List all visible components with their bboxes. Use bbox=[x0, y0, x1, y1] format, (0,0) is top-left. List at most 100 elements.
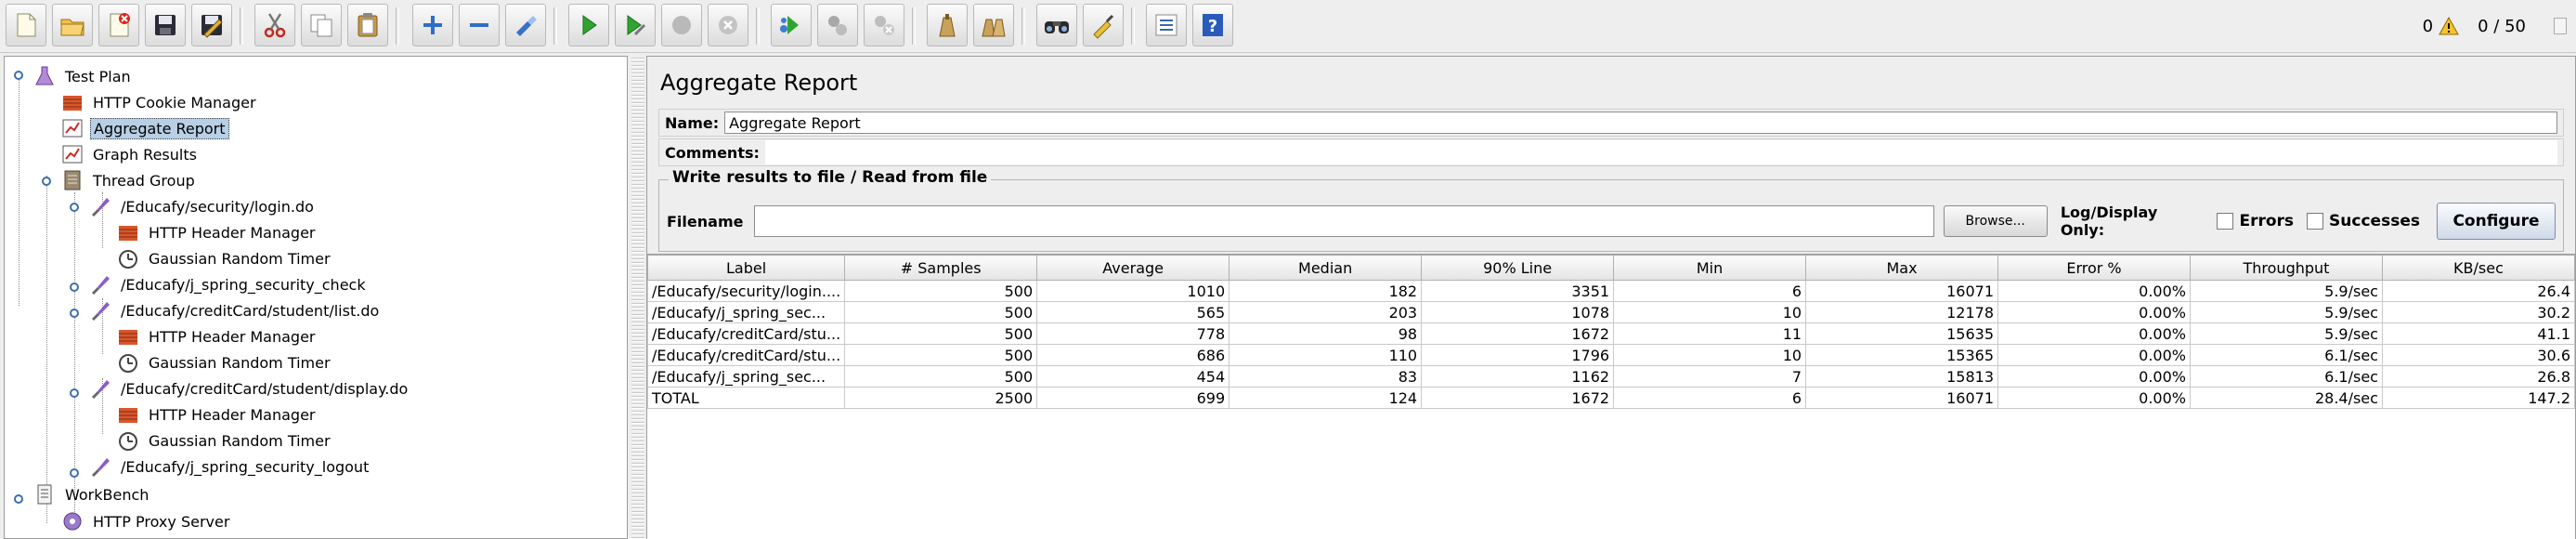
column-header-median[interactable]: Median bbox=[1229, 255, 1423, 281]
tree-toggle-logout[interactable] bbox=[70, 468, 79, 478]
table-row[interactable]: /Educafy/creditCard/stu... 500 778 98 16… bbox=[646, 322, 2576, 345]
reset-search-icon[interactable] bbox=[1083, 4, 1124, 46]
toolbar-separator bbox=[756, 7, 760, 45]
collapse-icon[interactable] bbox=[459, 4, 500, 46]
tree-node-label: HTTP Header Manager bbox=[149, 327, 316, 346]
paste-icon[interactable] bbox=[347, 4, 388, 46]
column-header-samples[interactable]: # Samples bbox=[844, 255, 1038, 281]
workbench-icon bbox=[37, 484, 52, 505]
copy-icon[interactable] bbox=[301, 4, 342, 46]
search-icon[interactable] bbox=[1036, 4, 1077, 46]
stop-icon[interactable] bbox=[661, 4, 702, 46]
successes-checkbox-box[interactable] bbox=[2307, 213, 2324, 230]
column-header-90-line[interactable]: 90% Line bbox=[1421, 255, 1615, 281]
log-display-label: Log/Display Only: bbox=[2060, 204, 2158, 239]
tree-toggle-list[interactable] bbox=[70, 309, 79, 318]
tree-node-http-cookie-manager[interactable]: HTTP Cookie Manager bbox=[60, 89, 259, 115]
table-cell: 1162 bbox=[1421, 365, 1615, 388]
tree-node-gaussian-random-timer[interactable]: Gaussian Random Timer bbox=[116, 245, 333, 271]
column-header-error[interactable]: Error % bbox=[1997, 255, 2191, 281]
tree-node-label: WorkBench bbox=[65, 485, 150, 504]
tree-node-gaussian-random-timer[interactable]: Gaussian Random Timer bbox=[116, 427, 333, 454]
tree-node-workbench[interactable]: WorkBench bbox=[33, 481, 151, 507]
errors-checkbox[interactable]: Errors bbox=[2217, 212, 2294, 230]
tree-toggle-workbench[interactable] bbox=[14, 494, 23, 504]
tree-node-http-proxy-server[interactable]: HTTP Proxy Server bbox=[60, 508, 232, 534]
shutdown-icon[interactable] bbox=[708, 4, 748, 46]
thread-count: 0 / 50 bbox=[2478, 16, 2526, 36]
tree-node-gaussian-random-timer[interactable]: Gaussian Random Timer bbox=[116, 349, 333, 375]
tree-node-http-header-manager[interactable]: HTTP Header Manager bbox=[116, 323, 319, 349]
open-icon[interactable] bbox=[52, 4, 93, 46]
table-cell: 1796 bbox=[1421, 344, 1615, 366]
tree-toggle-display[interactable] bbox=[70, 388, 79, 398]
name-input[interactable] bbox=[724, 112, 2557, 134]
start-no-pauses-icon[interactable] bbox=[615, 4, 656, 46]
tree-node-http-header-manager[interactable]: HTTP Header Manager bbox=[116, 219, 319, 245]
tree-toggle-security-check[interactable] bbox=[70, 283, 79, 292]
tree-node-label: /Educafy/j_spring_security_logout bbox=[121, 457, 370, 476]
file-group-title: Write results to file / Read from file bbox=[669, 168, 992, 187]
table-cell: 7 bbox=[1613, 365, 1807, 388]
successes-checkbox[interactable]: Successes bbox=[2307, 212, 2420, 230]
tree-node-test-plan[interactable]: Test Plan bbox=[33, 63, 134, 89]
errors-checkbox-box[interactable] bbox=[2217, 213, 2234, 230]
tree-toggle-test-plan[interactable] bbox=[14, 71, 23, 80]
tree-toggle-thread-group[interactable] bbox=[42, 177, 51, 186]
tree-node-security-check[interactable]: /Educafy/j_spring_security_check bbox=[88, 271, 369, 297]
tree-node-http-header-manager[interactable]: HTTP Header Manager bbox=[116, 401, 319, 427]
tree-node-graph-results[interactable]: Graph Results bbox=[60, 141, 200, 167]
table-cell: 147.2 bbox=[2381, 387, 2576, 409]
panel-splitter[interactable] bbox=[631, 56, 644, 539]
comments-input[interactable] bbox=[764, 140, 2557, 164]
column-header-label[interactable]: Label bbox=[646, 255, 846, 281]
column-header-min[interactable]: Min bbox=[1613, 255, 1807, 281]
function-helper-icon[interactable] bbox=[1146, 4, 1187, 46]
close-icon[interactable] bbox=[98, 4, 139, 46]
tree-node-list[interactable]: /Educafy/creditCard/student/list.do bbox=[88, 297, 382, 323]
start-icon[interactable] bbox=[568, 4, 609, 46]
clear-all-icon[interactable] bbox=[973, 4, 1014, 46]
configure-button[interactable]: Configure bbox=[2436, 203, 2556, 240]
remote-start-icon[interactable] bbox=[771, 4, 812, 46]
toggle-icon[interactable] bbox=[505, 4, 546, 46]
table-row[interactable]: /Educafy/j_spring_sec... 500 454 83 1162… bbox=[646, 365, 2576, 388]
error-count-indicator[interactable]: 0 bbox=[2423, 17, 2459, 36]
remote-shutdown-icon[interactable] bbox=[864, 4, 904, 46]
tree-node-thread-group[interactable]: Thread Group bbox=[60, 167, 198, 193]
tree-node-label: HTTP Header Manager bbox=[149, 405, 316, 424]
file-row: Filename Browse... Log/Display Only: Err… bbox=[667, 203, 2556, 240]
table-row-total[interactable]: TOTAL 2500 699 124 1672 6 16071 0.00% 28… bbox=[646, 387, 2576, 409]
column-header-kb-sec[interactable]: KB/sec bbox=[2381, 255, 2576, 281]
table-cell: 500 bbox=[844, 301, 1038, 323]
table-cell: TOTAL bbox=[646, 387, 846, 409]
tree-node-logout[interactable]: /Educafy/j_spring_security_logout bbox=[88, 454, 371, 480]
table-cell: 6.1/sec bbox=[2189, 344, 2383, 366]
tree-node-display[interactable]: /Educafy/creditCard/student/display.do bbox=[88, 375, 410, 401]
table-row[interactable]: /Educafy/security/login.... 500 1010 182… bbox=[646, 280, 2576, 302]
cut-icon[interactable] bbox=[254, 4, 295, 46]
comments-label: Comments: bbox=[665, 143, 760, 162]
tree-node-login[interactable]: /Educafy/security/login.do bbox=[88, 193, 317, 219]
browse-button[interactable]: Browse... bbox=[1943, 205, 2048, 237]
clear-icon[interactable] bbox=[927, 4, 968, 46]
column-header-throughput[interactable]: Throughput bbox=[2189, 255, 2383, 281]
column-header-average[interactable]: Average bbox=[1036, 255, 1230, 281]
new-icon[interactable] bbox=[6, 4, 46, 46]
save-as-icon[interactable] bbox=[191, 4, 232, 46]
tree-line bbox=[102, 192, 103, 248]
help-icon[interactable]: ? bbox=[1192, 4, 1233, 46]
table-row[interactable]: /Educafy/j_spring_sec... 500 565 203 107… bbox=[646, 301, 2576, 323]
table-cell: 15635 bbox=[1805, 322, 1999, 345]
expand-icon[interactable] bbox=[412, 4, 453, 46]
tree-line bbox=[74, 192, 75, 529]
tree-toggle-login[interactable] bbox=[70, 203, 79, 212]
filename-input[interactable] bbox=[754, 205, 1934, 237]
tree-node-aggregate-report[interactable]: Aggregate Report bbox=[60, 115, 229, 141]
remote-stop-icon[interactable] bbox=[817, 4, 858, 46]
column-header-max[interactable]: Max bbox=[1805, 255, 1999, 281]
table-row[interactable]: /Educafy/creditCard/stu... 500 686 110 1… bbox=[646, 344, 2576, 366]
table-cell: 500 bbox=[844, 280, 1038, 302]
status-area: 0 0 / 50 bbox=[2423, 0, 2567, 52]
save-icon[interactable] bbox=[145, 4, 186, 46]
